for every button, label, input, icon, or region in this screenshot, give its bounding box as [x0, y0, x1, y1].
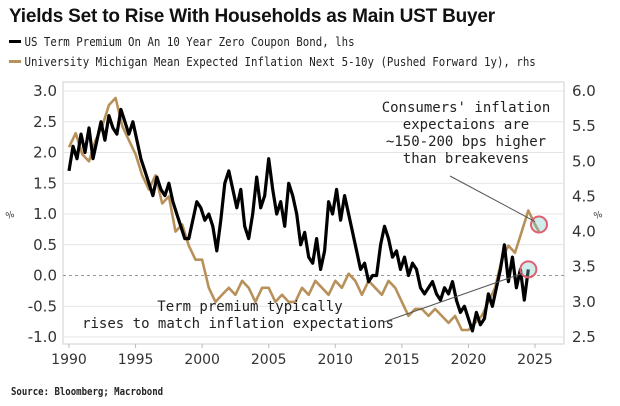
y-tick-left-label: 1.5	[33, 174, 57, 192]
series-line-term-premium	[67, 107, 530, 333]
x-tick-label: 2015	[384, 352, 420, 368]
y-axis-right-unit: %	[593, 210, 605, 222]
x-tick-label: 1990	[51, 352, 87, 368]
annotation-consumers-line: Consumers' inflation	[382, 100, 551, 116]
y-tick-left-label: -0.5	[28, 297, 57, 315]
y-tick-left-label: 1.0	[33, 205, 57, 223]
legend-item-inflation-expectations: University Michigan Mean Expected Inflat…	[9, 54, 536, 69]
y-tick-right-label: 5.0	[572, 152, 596, 170]
y-tick-right-label: 5.5	[572, 117, 596, 135]
plot-frame	[62, 81, 565, 345]
y-tick-right-label: 2.5	[572, 328, 596, 346]
source-note: Source: Bloomberg; Macrobond	[11, 385, 164, 398]
x-tick-label: 2010	[317, 352, 353, 368]
highlight-marker	[529, 215, 548, 234]
annotation-consumers-line: expectaions are	[403, 117, 529, 133]
legend-label: University Michigan Mean Expected Inflat…	[24, 54, 536, 69]
annotation-consumers-line: than breakevens	[403, 151, 529, 167]
y-tick-right-label: 3.5	[572, 258, 596, 276]
y-tick-right-label: 4.5	[572, 187, 596, 205]
y-tick-left-label: -1.0	[28, 328, 57, 346]
y-tick-left-label: 0.5	[33, 236, 57, 254]
legend-label: US Term Premium On An 10 Year Zero Coupo…	[24, 34, 355, 49]
x-tick-label: 2020	[451, 352, 487, 368]
legend-item-term-premium: US Term Premium On An 10 Year Zero Coupo…	[9, 34, 355, 49]
y-tick-left-label: 2.5	[33, 113, 57, 131]
y-axis-left-unit: %	[5, 210, 17, 222]
y-tick-right-label: 3.0	[572, 293, 596, 311]
annotation-consumers-pointer	[449, 175, 536, 222]
chart-title: Yields Set to Rise With Households as Ma…	[9, 6, 495, 27]
highlight-marker	[519, 260, 538, 279]
x-tick-label: 1995	[118, 352, 154, 368]
annotation-term-premium-line: rises to match inflation expectations	[82, 316, 394, 332]
y-tick-left-label: 0.0	[33, 267, 57, 285]
x-tick-label: 2025	[517, 352, 553, 368]
x-tick-label: 2000	[184, 352, 220, 368]
legend-swatch-tan	[9, 60, 22, 63]
y-tick-left-label: 2.0	[33, 144, 57, 162]
annotation-term-premium-pointer	[383, 272, 523, 323]
series-line-inflation-expectations	[67, 96, 541, 332]
annotation-consumers-line: ~150-200 bps higher	[386, 134, 546, 150]
x-tick-label: 2005	[251, 352, 287, 368]
y-tick-right-label: 4.0	[572, 223, 596, 241]
y-tick-right-label: 6.0	[572, 82, 596, 100]
y-tick-left-label: 3.0	[33, 82, 57, 100]
annotation-term-premium-line: Term premium typically	[157, 299, 342, 315]
legend-swatch-black	[9, 40, 22, 43]
